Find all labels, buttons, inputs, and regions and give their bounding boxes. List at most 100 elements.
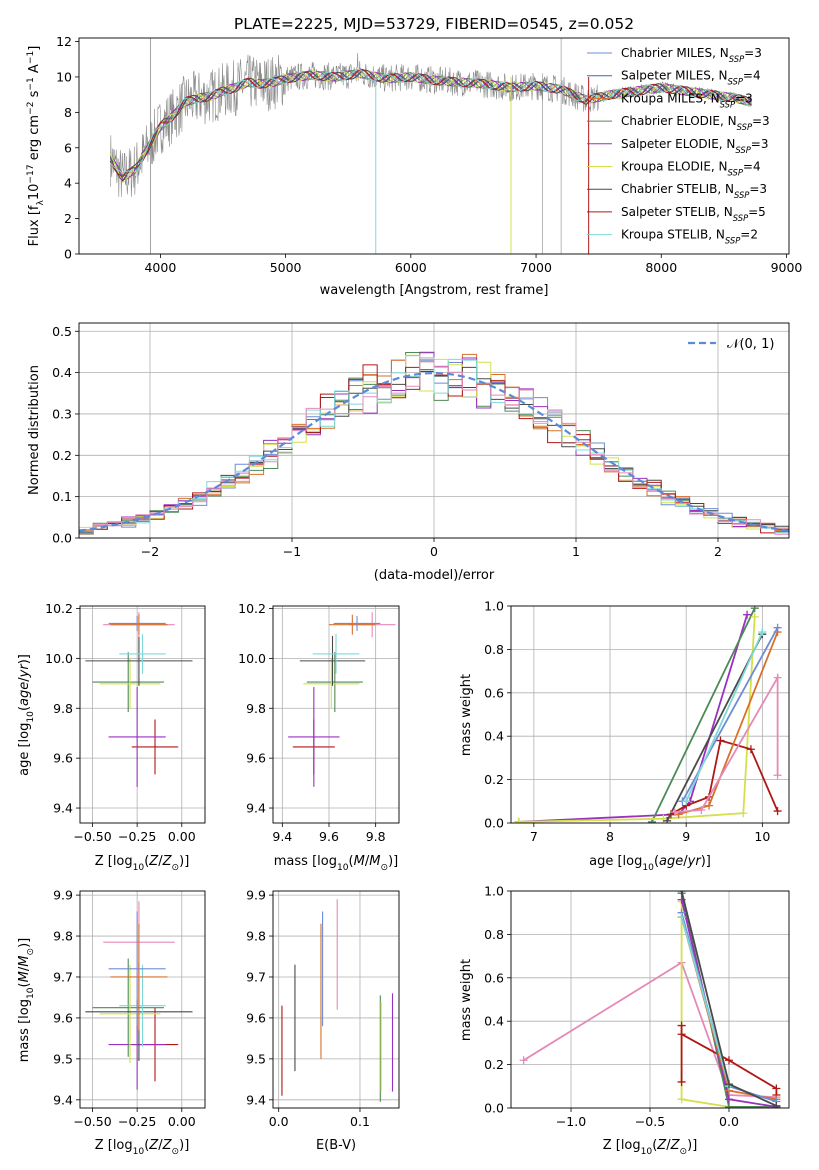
x-tick-label: 0.00 [168,829,196,844]
legend-label: Salpeter MILES, NSSP=4 [621,69,761,87]
weight-marker [724,1056,733,1065]
y-tick-label: 9.7 [53,969,73,984]
x-tick-label: 9.6 [319,829,339,844]
axes-frame [272,605,400,824]
y-tick-label: 9.4 [246,801,266,816]
y-tick-label: 9.4 [53,1092,73,1107]
model-line [109,69,752,182]
y-tick-label: 2 [64,211,72,226]
x-tick-label: 5000 [270,260,302,275]
legend-label: 𝒩(0, 1) [727,337,774,352]
y-axis-label: age [log10(age/yr)] [17,654,36,776]
x-tick-label: 6000 [395,260,427,275]
weight-line [681,627,779,802]
y-tick-label: 0.0 [484,1101,504,1116]
x-tick-label: −1 [283,544,301,559]
legend-label: Chabrier ELODIE, NSSP=3 [621,114,770,132]
y-tick-label: 0.2 [52,448,72,463]
x-axis-label: (data-model)/error [374,568,495,583]
y-tick-label: 0.1 [52,489,72,504]
x-tick-label: 2 [714,544,722,559]
x-tick-label: 8 [606,829,614,844]
y-tick-label: 9.8 [53,701,73,716]
legend-label: Kroupa MILES, NSSP=3 [621,91,753,109]
x-tick-label: −0.50 [73,1114,111,1129]
x-axis-label: Z [log10(Z/Z⊙)] [95,854,190,873]
y-axis-label: mass [log10(M/M⊙)] [17,938,36,1062]
weight-marker [773,623,782,632]
x-tick-label: 0.00 [168,1114,196,1129]
y-tick-label: 9.6 [246,751,266,766]
weight-line [680,916,730,1087]
model-line [110,69,752,177]
legend-label: Salpeter ELODIE, NSSP=3 [621,137,769,155]
weight-marker [670,808,679,817]
weight-line [651,607,756,823]
weight-marker [705,801,714,810]
y-tick-label: 9.9 [246,888,266,903]
y-tick-label: 10.2 [45,601,73,616]
weight-marker [772,1101,781,1108]
weight-marker [519,1056,528,1065]
axes-frame [510,890,790,1109]
normal-curve [79,371,789,532]
y-axis-label: mass weight [459,674,474,756]
y-tick-label: 0.8 [484,642,504,657]
y-tick-label: 0.3 [52,406,72,421]
model-line [109,70,752,180]
model-line [109,68,752,178]
legend-label: Kroupa ELODIE, NSSP=4 [621,160,761,178]
legend-label: Chabrier STELIB, NSSP=3 [621,182,767,200]
y-tick-label: 9.4 [246,1092,266,1107]
x-axis-label: wavelength [Angstrom, rest frame] [320,283,549,298]
weight-line [523,961,777,1099]
y-tick-label: 9.5 [53,1051,73,1066]
legend-label: Kroupa STELIB, NSSP=2 [621,228,758,246]
x-tick-label: −0.50 [73,829,111,844]
weight-marker [724,1095,733,1104]
x-tick-label: −0.5 [635,1114,665,1129]
errorbar-plot [281,899,394,1102]
y-tick-label: 0.8 [484,927,504,942]
x-tick-label: 9.8 [366,829,386,844]
weight-marker [677,913,686,922]
y-tick-label: 4 [64,176,72,191]
weight-marker [514,817,523,823]
y-tick-label: 1.0 [484,884,504,899]
y-tick-label: 10.2 [238,601,266,616]
weight-plot [519,891,781,1108]
legend-label: Chabrier MILES, NSSP=3 [621,46,762,64]
x-tick-label: 0 [430,544,438,559]
x-tick-label: 7 [530,829,538,844]
y-tick-label: 8 [64,105,72,120]
errorbar-plot [288,612,396,787]
weight-plot [514,606,782,823]
y-tick-label: 9.8 [53,929,73,944]
x-tick-label: −0.25 [118,829,156,844]
weight-line [685,631,764,802]
y-tick-label: 9.9 [53,888,73,903]
y-axis-label: Normed distribution [27,365,42,495]
weight-marker [663,816,672,823]
weight-marker [758,628,767,637]
x-tick-label: 1 [572,544,580,559]
y-tick-label: 9.8 [246,929,266,944]
x-tick-label: −2 [141,544,159,559]
weight-line [518,616,756,823]
weight-marker [773,807,782,816]
axes-frame [79,605,206,824]
y-tick-label: 9.8 [246,701,266,716]
weight-marker [750,606,759,613]
y-tick-label: 0.2 [484,1057,504,1072]
weight-marker [743,610,752,619]
x-tick-label: 8000 [645,260,677,275]
weight-marker [677,1095,686,1104]
x-tick-label: 0.0 [269,1114,289,1129]
weight-marker [724,1102,733,1108]
model-line [109,70,752,183]
errorbar-plot [85,901,193,1090]
weight-marker [750,612,759,621]
y-tick-label: 9.7 [246,969,266,984]
x-tick-label: 0.0 [719,1114,739,1129]
y-tick-label: 10 [56,69,72,84]
